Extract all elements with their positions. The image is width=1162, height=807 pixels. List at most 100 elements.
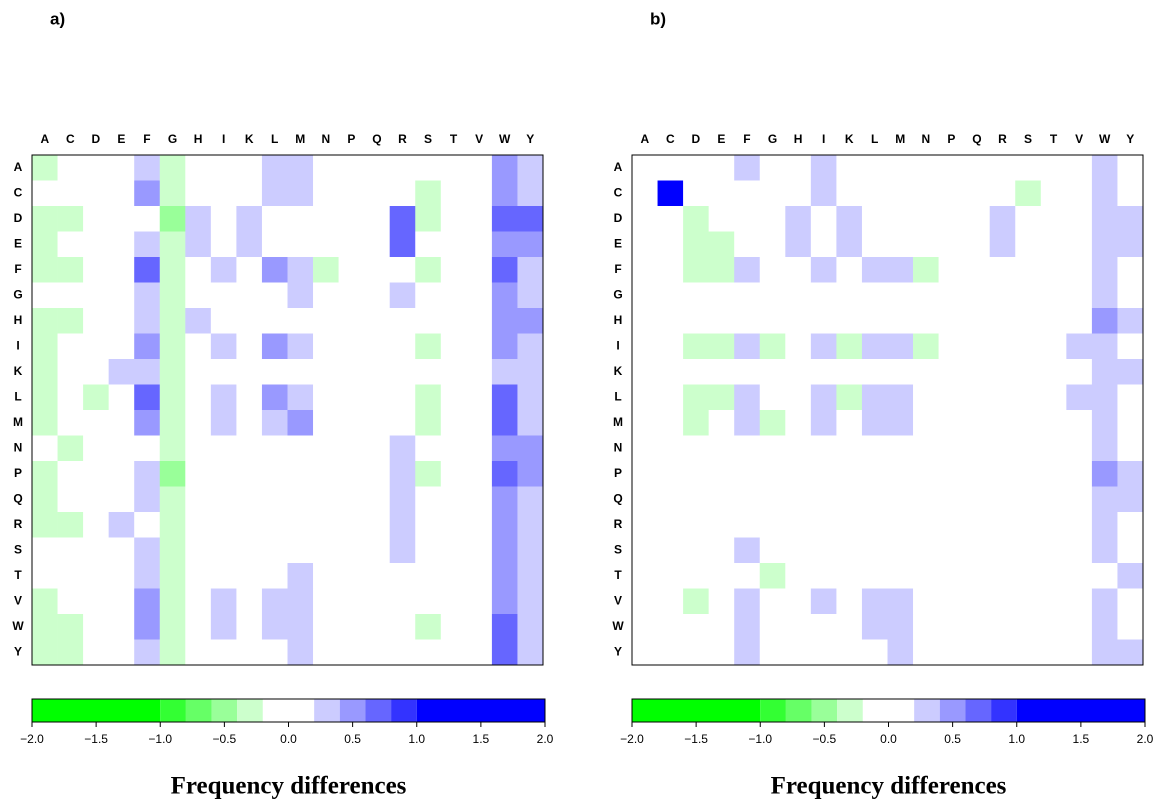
cell: [364, 512, 390, 538]
cell: [159, 410, 186, 436]
cell: [785, 231, 812, 258]
cell: [1066, 614, 1093, 640]
row-label: K: [14, 364, 23, 378]
cell: [1091, 461, 1118, 487]
row-label: D: [14, 211, 23, 225]
cell: [1117, 308, 1144, 334]
cell: [261, 639, 288, 666]
colorbar-segment: [632, 699, 761, 722]
cell: [1066, 282, 1093, 309]
cell: [632, 257, 658, 283]
cell: [1117, 206, 1144, 232]
cell: [861, 231, 888, 258]
cell: [683, 333, 709, 360]
cell: [185, 282, 212, 309]
cell: [861, 639, 888, 666]
colorbar-label: Frequency differences: [171, 773, 407, 800]
cell: [785, 308, 812, 334]
cell: [415, 435, 442, 462]
cell: [32, 384, 58, 411]
cell: [708, 639, 735, 666]
cell: [887, 588, 914, 615]
cell: [938, 180, 965, 207]
colorbar-tick-label: 1.0: [1008, 732, 1025, 746]
cell: [491, 384, 518, 411]
cell: [364, 537, 390, 564]
cell: [759, 282, 786, 309]
cell: [466, 512, 493, 538]
cell: [1066, 384, 1093, 411]
cell: [810, 231, 837, 258]
colorbar-segment: [914, 699, 940, 722]
cell: [1066, 180, 1093, 207]
cell: [708, 486, 735, 513]
cell: [836, 537, 863, 564]
cell: [134, 588, 161, 615]
cell: [159, 512, 186, 538]
cell: [1117, 435, 1144, 462]
cell: [57, 639, 84, 666]
cell: [517, 308, 544, 334]
cell: [964, 359, 990, 385]
cell: [938, 257, 965, 283]
cell: [491, 588, 518, 615]
cell: [83, 563, 109, 589]
cell: [236, 359, 263, 385]
cell: [913, 257, 939, 283]
cell: [938, 282, 965, 309]
cell: [83, 512, 109, 538]
cell: [810, 155, 837, 181]
cell: [313, 308, 339, 334]
cell: [313, 155, 339, 181]
column-label: N: [921, 132, 930, 146]
cell: [1091, 563, 1118, 589]
cell: [415, 257, 442, 283]
cell: [287, 435, 314, 462]
cell: [657, 359, 684, 385]
cell: [683, 359, 709, 385]
cell: [364, 333, 390, 360]
cell: [1040, 384, 1067, 411]
cell: [210, 180, 237, 207]
cell: [1091, 231, 1118, 258]
cell: [913, 639, 939, 666]
column-label: K: [845, 132, 854, 146]
cell: [57, 614, 84, 640]
cell: [415, 231, 442, 258]
cell: [313, 461, 339, 487]
cell: [491, 563, 518, 589]
cell: [989, 282, 1016, 309]
cell: [159, 180, 186, 207]
cell: [491, 206, 518, 232]
cell: [887, 410, 914, 436]
cell: [415, 359, 442, 385]
cell: [1015, 639, 1042, 666]
cell: [364, 410, 390, 436]
row-label: N: [614, 440, 623, 454]
cell: [836, 435, 863, 462]
cell: [83, 257, 109, 283]
cell: [440, 333, 467, 360]
cell: [1040, 206, 1067, 232]
cell: [683, 410, 709, 436]
cell: [989, 614, 1016, 640]
cell: [517, 486, 544, 513]
row-label: T: [614, 568, 622, 582]
cell: [657, 512, 684, 538]
cell: [108, 155, 135, 181]
cell: [913, 231, 939, 258]
column-label: H: [794, 132, 803, 146]
cell: [759, 308, 786, 334]
row-label: L: [14, 389, 21, 403]
cell: [1015, 461, 1042, 487]
cell: [83, 435, 109, 462]
cell: [810, 257, 837, 283]
cell: [938, 155, 965, 181]
cell: [159, 537, 186, 564]
cell: [683, 588, 709, 615]
cell: [236, 435, 263, 462]
cell: [887, 231, 914, 258]
cell: [708, 231, 735, 258]
cell: [491, 512, 518, 538]
cell: [210, 206, 237, 232]
